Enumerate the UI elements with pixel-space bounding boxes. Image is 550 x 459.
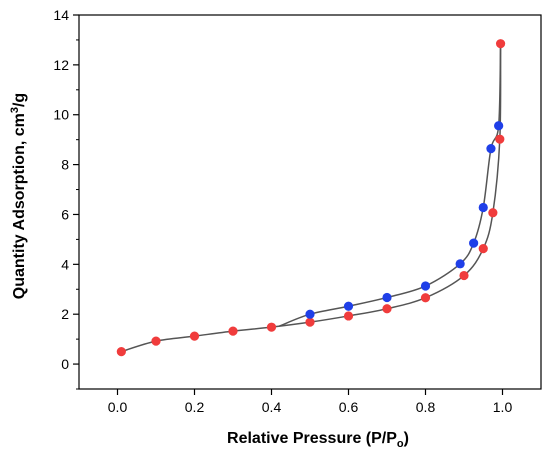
data-points	[116, 39, 506, 357]
y-tick-label: 10	[53, 107, 69, 123]
adsorption-point	[266, 322, 277, 332]
y-tick-label: 0	[61, 356, 69, 372]
x-axis-title: Relative Pressure (P/Po)	[227, 430, 409, 450]
y-axis-title: Quantity Adsorption, cm3/g	[9, 93, 28, 299]
x-tick-label: 0.0	[108, 399, 128, 415]
desorption-point	[382, 292, 392, 303]
adsorption-point	[151, 336, 161, 346]
x-tick-label: 1.0	[493, 399, 513, 415]
plot-frame	[78, 14, 542, 390]
desorption-point	[305, 309, 315, 319]
adsorption-point	[488, 208, 498, 218]
adsorption-curve	[121, 43, 502, 353]
desorption-point	[343, 301, 354, 311]
x-axis-title-subscript: o	[397, 438, 404, 450]
adsorption-point	[420, 293, 431, 303]
y-tick-label: 2	[61, 306, 69, 322]
adsorption-point	[478, 244, 488, 254]
desorption-point	[486, 144, 496, 154]
adsorption-point	[382, 304, 392, 314]
desorption-point	[469, 238, 479, 248]
y-tick-label: 14	[53, 7, 69, 23]
x-tick-label: 0.4	[262, 399, 282, 415]
adsorption-point	[495, 134, 505, 144]
desorption-point	[455, 259, 465, 269]
adsorption-point	[343, 311, 354, 321]
y-axis-title-superscript: 3	[9, 107, 21, 113]
axes: 0.0 0.2 0.4 0.6 0.8 1.0 0 2 4 6 8 10 12 14	[53, 7, 542, 415]
x-tick-label: 0.6	[339, 399, 359, 415]
y-tick-label: 12	[53, 57, 69, 73]
desorption-point	[494, 121, 504, 131]
y-tick-label: 6	[61, 206, 69, 222]
desorption-point	[478, 202, 488, 213]
desorption-curve	[278, 43, 502, 327]
adsorption-point	[305, 317, 315, 327]
adsorption-point	[459, 270, 469, 281]
adsorption-point	[495, 39, 506, 49]
y-tick-label: 8	[61, 157, 69, 173]
y-tick-label: 4	[61, 256, 69, 272]
isotherm-curves	[121, 43, 502, 353]
adsorption-point	[189, 331, 200, 341]
adsorption-point	[228, 326, 238, 336]
adsorption-point	[116, 347, 126, 357]
x-tick-label: 0.8	[416, 399, 436, 415]
x-tick-label: 0.2	[185, 399, 205, 415]
desorption-point	[420, 281, 431, 291]
